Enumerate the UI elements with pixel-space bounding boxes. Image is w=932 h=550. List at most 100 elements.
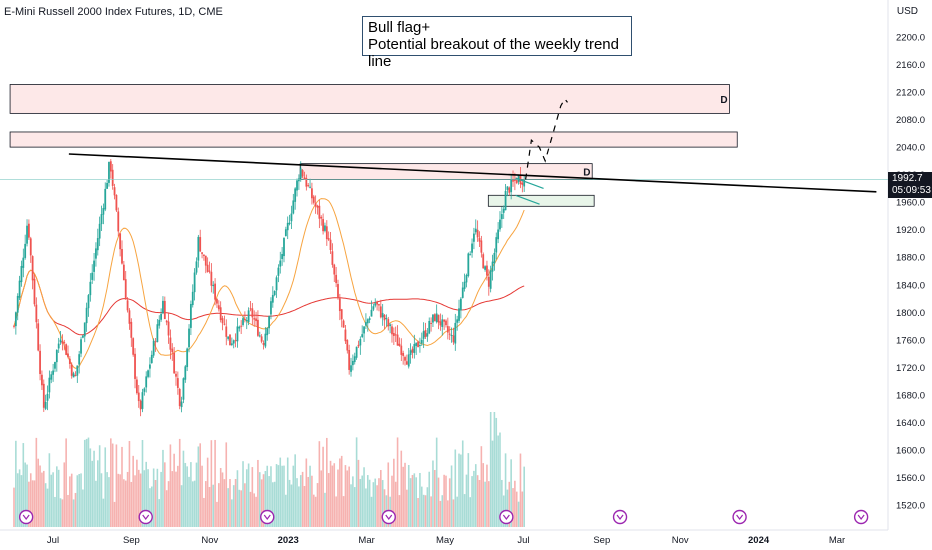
volume-bar [130,481,133,527]
candle-body [102,208,105,215]
candle-body [251,308,254,318]
candle-body [29,238,32,256]
event-marker-icon [732,509,747,525]
volume-bar [430,496,432,527]
volume-bar [78,473,80,527]
candle-body [72,373,75,378]
volume-bar [234,479,237,527]
volume-bar [523,466,525,527]
event-marker-glyph [22,514,30,520]
volume-bar [87,437,90,527]
candle-body [238,326,241,329]
currency-label[interactable]: USD [896,6,918,17]
volume-bar [76,475,79,527]
event-marker-icon [138,509,153,525]
candle-body [104,188,107,210]
volume-bar [288,479,291,527]
volume-bar [381,480,384,527]
candle-body [365,322,367,326]
candle-body [355,346,358,358]
volume-bar [357,459,360,527]
candle-body [149,364,151,369]
volume-bar [69,476,71,527]
candle-body [106,182,108,189]
y-tick-label: 2200.0 [896,33,925,44]
candle-body [417,341,419,348]
candle-body [201,252,203,254]
candle-body [465,275,468,283]
volume-bar [312,494,315,527]
volume-bar [48,453,51,527]
candle-body [374,303,377,306]
candle-body [346,340,349,351]
y-tick-label: 1680.0 [896,390,925,401]
candle-body [117,211,120,232]
volume-bar [253,493,255,527]
candle-body [441,319,444,328]
candle-body [111,169,114,186]
candle-body [162,300,164,314]
volume-bar [41,472,43,527]
candle-body [437,314,440,323]
candle-body [305,178,308,187]
x-tick-label: Nov [201,535,218,546]
volume-bar [212,484,215,527]
candle-body [195,261,198,273]
volume-bar [249,491,252,527]
volume-bar [22,443,25,527]
volume-bar [227,488,229,527]
bar-countdown: 05:09:53 [892,185,931,196]
candle-body [225,326,228,337]
candle-body [217,305,220,310]
volume-bar [113,501,116,527]
candle-body [87,295,90,309]
volume-bar [102,498,105,527]
candle-body [31,256,34,281]
candle-body [333,264,336,275]
volume-bar [480,446,483,527]
candle-body [243,319,246,321]
x-tick-label: Jul [517,535,529,546]
volume-bar [368,479,371,527]
volume-bar [72,499,75,527]
candle-body [44,401,47,409]
candle-body [489,270,492,289]
annotation-box[interactable]: Bull flag+ Potential breakout of the wee… [362,16,632,70]
candle-body [407,354,410,367]
volume-bar [214,439,216,527]
volume-bar [309,465,311,527]
volume-bar [152,468,155,527]
volume-bar [307,476,309,527]
volume-bar [443,474,445,527]
candle-body [523,179,526,187]
candle-body [173,352,176,374]
volume-bar [448,478,451,527]
candle-body [419,345,421,347]
volume-bar [145,461,148,527]
volume-bar [137,469,140,527]
volume-bar [428,471,431,527]
candle-body [61,341,64,344]
chart-symbol-title[interactable]: E-Mini Russell 2000 Index Futures, 1D, C… [4,6,223,18]
candle-body [122,264,125,281]
candle-body [405,361,408,365]
candle-body [41,374,43,386]
candle-body [22,257,25,268]
volume-bar [206,457,209,527]
candle-body [184,366,187,380]
volume-bar [44,483,47,527]
volume-bar [294,454,296,527]
candle-body [381,313,384,318]
volume-bar [370,496,373,527]
candle-body [247,310,250,323]
volume-bar [171,471,174,527]
volume-bar [476,475,479,527]
volume-bar [193,480,196,527]
candle-body [78,354,81,365]
candle-body [391,326,393,335]
volume-bar [396,437,399,527]
volume-bar [39,465,41,527]
candle-body [296,180,298,191]
volume-bar [123,479,125,527]
